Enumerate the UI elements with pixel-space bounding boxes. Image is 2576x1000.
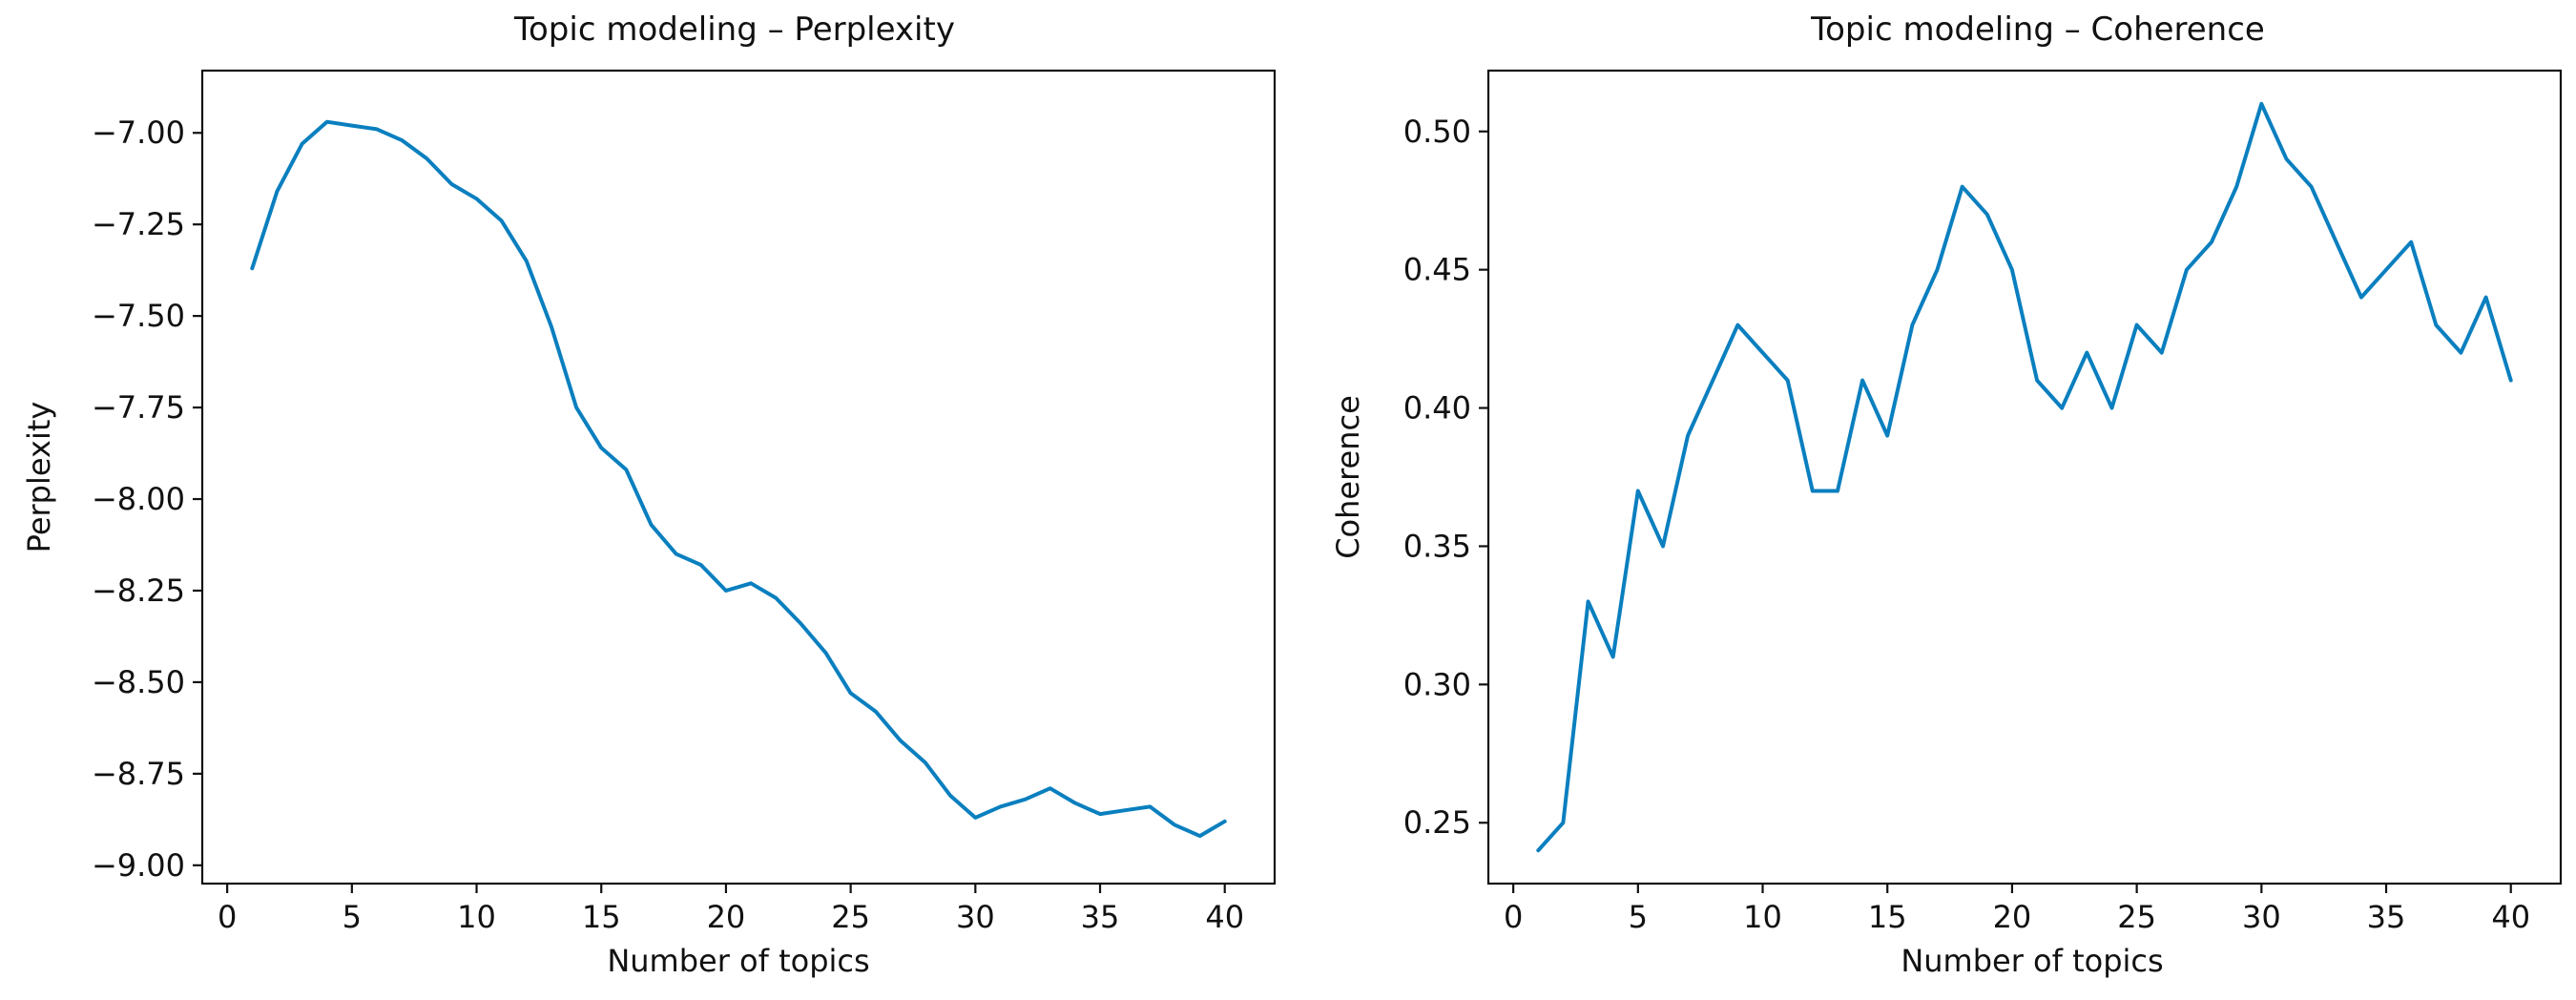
perplexity-chart-title: Topic modeling – Perplexity bbox=[513, 10, 955, 49]
coherence-x-tick-label: 10 bbox=[1743, 899, 1782, 935]
perplexity-chart: Topic modeling – Perplexity 0 5 10 15 20 25 30… bbox=[21, 10, 1277, 979]
coherence-y-tick-label: 0.25 bbox=[1403, 804, 1471, 841]
coherence-y-axis-label: Coherence bbox=[1330, 395, 1366, 559]
perplexity-y-tick-label: −9.00 bbox=[92, 847, 185, 884]
perplexity-x-tick-label: 30 bbox=[956, 899, 995, 935]
coherence-x-tick-label: 5 bbox=[1629, 899, 1648, 935]
perplexity-x-axis: 0 5 10 15 20 25 30 35 40 bbox=[218, 884, 1244, 935]
perplexity-y-tick-label: −7.50 bbox=[92, 298, 185, 334]
coherence-chart-title: Topic modeling – Coherence bbox=[1810, 10, 2265, 49]
coherence-y-tick-label: 0.50 bbox=[1403, 114, 1471, 150]
perplexity-y-tick-label: −7.00 bbox=[92, 115, 185, 151]
coherence-x-tick-label: 30 bbox=[2242, 899, 2281, 935]
perplexity-y-tick-label: −8.00 bbox=[92, 481, 185, 517]
perplexity-y-tick-label: −8.25 bbox=[92, 573, 185, 609]
perplexity-x-tick-label: 40 bbox=[1205, 899, 1244, 935]
coherence-x-axis-label: Number of topics bbox=[1901, 943, 2163, 979]
coherence-y-tick-label: 0.35 bbox=[1403, 528, 1471, 564]
coherence-y-tick-label: 0.30 bbox=[1403, 666, 1471, 702]
perplexity-x-tick-label: 35 bbox=[1081, 899, 1120, 935]
perplexity-y-tick-label: −7.75 bbox=[92, 389, 185, 426]
coherence-y-tick-label: 0.45 bbox=[1403, 252, 1471, 288]
perplexity-y-axis-label: Perplexity bbox=[21, 402, 57, 553]
perplexity-x-axis-label: Number of topics bbox=[607, 943, 869, 979]
perplexity-series-line bbox=[250, 119, 1227, 839]
perplexity-x-tick-label: 25 bbox=[831, 899, 870, 935]
coherence-x-tick-label: 25 bbox=[2117, 899, 2156, 935]
perplexity-x-tick-label: 0 bbox=[218, 899, 237, 935]
perplexity-y-axis: −7.00 −7.25 −7.50 −7.75 −8.00 −8.25 −8.50 −8.75… bbox=[92, 115, 202, 884]
perplexity-x-tick-label: 15 bbox=[582, 899, 621, 935]
perplexity-plot-frame bbox=[200, 69, 1277, 885]
coherence-x-tick-label: 0 bbox=[1504, 899, 1523, 935]
coherence-chart: Topic modeling – Coherence 0 5 10 15 20 25 30 3… bbox=[1330, 10, 2563, 979]
coherence-x-tick-label: 15 bbox=[1868, 899, 1907, 935]
coherence-x-axis: 0 5 10 15 20 25 30 35 40 bbox=[1504, 884, 2530, 935]
perplexity-y-tick-label: −8.50 bbox=[92, 664, 185, 700]
perplexity-x-tick-label: 10 bbox=[457, 899, 496, 935]
coherence-x-tick-label: 20 bbox=[1993, 899, 2032, 935]
coherence-x-tick-label: 35 bbox=[2367, 899, 2406, 935]
coherence-y-axis: 0.25 0.30 0.35 0.40 0.45 0.50 bbox=[1403, 114, 1488, 841]
coherence-x-tick-label: 40 bbox=[2491, 899, 2530, 935]
coherence-plot-frame bbox=[1486, 69, 2563, 885]
perplexity-y-tick-label: −7.25 bbox=[92, 206, 185, 242]
perplexity-x-tick-label: 20 bbox=[707, 899, 746, 935]
perplexity-x-tick-label: 5 bbox=[343, 899, 362, 935]
perplexity-y-tick-label: −8.75 bbox=[92, 756, 185, 792]
coherence-series-line bbox=[1536, 101, 2513, 853]
coherence-y-tick-label: 0.40 bbox=[1403, 390, 1471, 427]
